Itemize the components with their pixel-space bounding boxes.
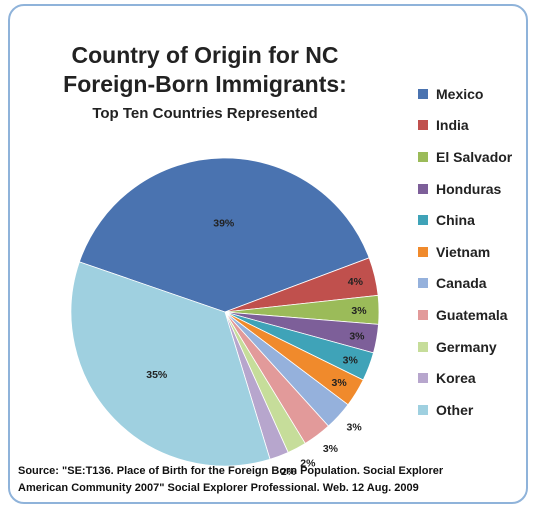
legend-item-guatemala: Guatemala: [418, 299, 512, 331]
legend-label: Guatemala: [436, 306, 508, 323]
legend-label: India: [436, 117, 469, 134]
data-label-korea: 2%: [281, 466, 297, 478]
data-label-other: 35%: [146, 369, 168, 381]
chart-legend: Mexico India El Salvador Honduras China Vietn…: [418, 78, 512, 426]
legend-swatch: [418, 341, 428, 352]
pie-slice-other: [70, 261, 271, 467]
legend-label: Other: [436, 401, 474, 418]
source-note: Source: "SE:T136. Place of Birth for the…: [18, 463, 528, 497]
legend-label: Canada: [436, 275, 487, 292]
legend-swatch: [418, 373, 428, 384]
data-label-canada: 3%: [347, 422, 363, 434]
chart-title-line-1: Country of Origin for NC: [71, 42, 339, 68]
legend-item-germany: Germany: [418, 331, 512, 363]
data-label-el-salvador: 3%: [351, 305, 367, 317]
legend-item-india: India: [418, 110, 512, 142]
source-line-2: American Community 2007" Social Explorer…: [18, 482, 419, 494]
legend-swatch: [418, 246, 428, 257]
legend-item-china: China: [418, 204, 512, 236]
legend-swatch: [418, 88, 428, 99]
legend-swatch: [418, 404, 428, 415]
legend-swatch: [418, 151, 428, 162]
legend-item-mexico: Mexico: [418, 78, 512, 110]
data-label-india: 4%: [348, 276, 364, 288]
legend-swatch: [418, 120, 428, 131]
legend-label: Germany: [436, 338, 497, 355]
pie-slice-mexico: [78, 157, 370, 313]
data-label-vietnam: 3%: [332, 377, 348, 389]
source-line-1: Source: "SE:T136. Place of Birth for the…: [18, 465, 444, 477]
data-label-honduras: 3%: [349, 330, 365, 342]
legend-label: Mexico: [436, 85, 484, 102]
chart-title-line-2: Foreign-Born Immigrants:: [63, 71, 347, 97]
legend-swatch: [418, 215, 428, 226]
data-label-china: 3%: [343, 355, 359, 367]
legend-item-other: Other: [418, 394, 512, 426]
legend-item-korea: Korea: [418, 362, 512, 394]
data-label-germany: 2%: [300, 457, 316, 469]
data-label-mexico: 39%: [213, 218, 235, 230]
chart-subtitle: Top Ten Countries Represented: [92, 105, 318, 122]
legend-item-canada: Canada: [418, 268, 512, 300]
legend-label: El Salvador: [436, 148, 513, 165]
legend-label: Honduras: [436, 180, 502, 197]
legend-swatch: [418, 278, 428, 289]
data-label-guatemala: 3%: [323, 443, 339, 455]
legend-item-honduras: Honduras: [418, 173, 512, 205]
legend-label: Korea: [436, 370, 476, 387]
legend-swatch: [418, 309, 428, 320]
legend-item-el-salvador: El Salvador: [418, 141, 512, 173]
legend-label: China: [436, 212, 475, 229]
legend-label: Vietnam: [436, 243, 491, 260]
legend-swatch: [418, 183, 428, 194]
legend-item-vietnam: Vietnam: [418, 236, 512, 268]
